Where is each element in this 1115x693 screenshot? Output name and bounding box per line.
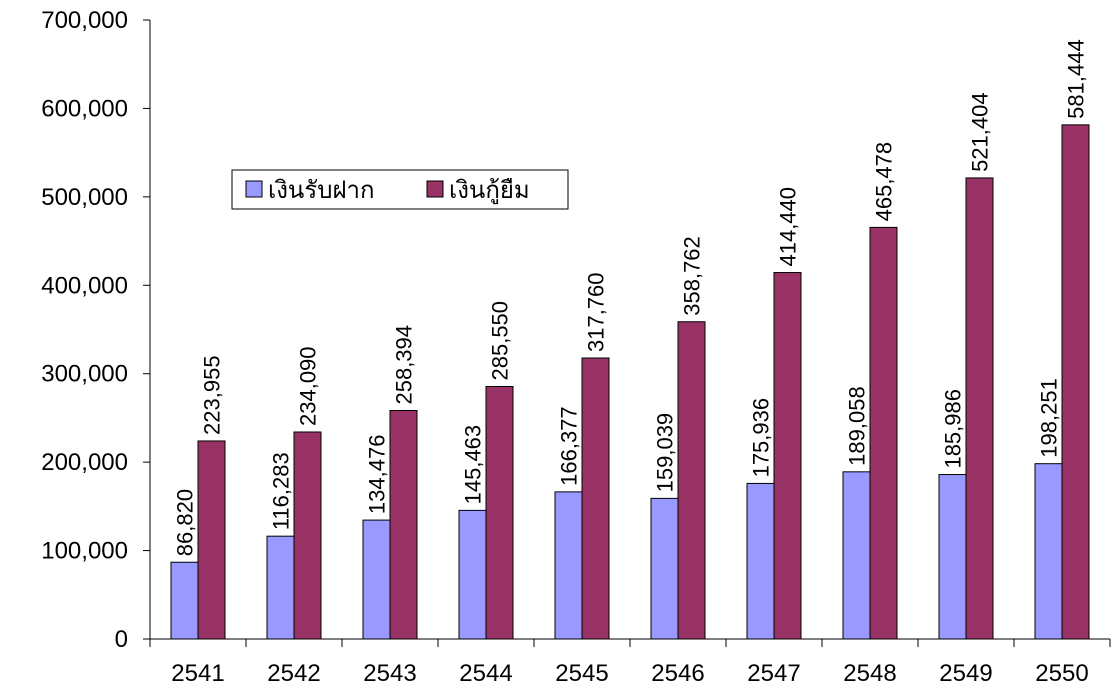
data-label: 175,936 xyxy=(749,398,774,478)
bar xyxy=(773,272,802,640)
y-tick-label: 700,000 xyxy=(41,7,128,34)
data-label: 86,820 xyxy=(173,489,198,556)
bar xyxy=(362,519,391,640)
bar xyxy=(677,321,706,640)
y-tick-label: 100,000 xyxy=(41,538,128,565)
x-tick-label: 2546 xyxy=(651,660,704,687)
bar xyxy=(554,491,583,640)
legend-swatch xyxy=(245,180,263,198)
data-label: 189,058 xyxy=(845,386,870,466)
data-label: 465,478 xyxy=(872,142,897,222)
y-tick-label: 200,000 xyxy=(41,449,128,476)
bar xyxy=(581,357,610,640)
data-label: 285,550 xyxy=(488,301,513,381)
y-tick-label: 600,000 xyxy=(41,95,128,122)
bar xyxy=(1061,124,1090,640)
bar xyxy=(965,177,994,640)
bar xyxy=(197,440,226,640)
data-label: 258,394 xyxy=(392,325,417,405)
x-tick-label: 2544 xyxy=(459,660,512,687)
x-tick-label: 2548 xyxy=(843,660,896,687)
bar xyxy=(869,226,898,640)
data-label: 414,440 xyxy=(776,187,801,267)
data-label: 145,463 xyxy=(461,425,486,505)
bar xyxy=(938,474,967,640)
x-tick-label: 2543 xyxy=(363,660,416,687)
x-tick-label: 2550 xyxy=(1035,660,1088,687)
data-label: 198,251 xyxy=(1037,378,1062,458)
data-label: 159,039 xyxy=(653,413,678,493)
data-label: 134,476 xyxy=(365,435,390,515)
bar xyxy=(293,431,322,640)
data-label: 185,986 xyxy=(941,389,966,469)
bar xyxy=(842,471,871,640)
bar xyxy=(266,535,295,640)
data-label: 358,762 xyxy=(680,236,705,316)
legend-box xyxy=(231,169,569,210)
y-tick-label: 500,000 xyxy=(41,184,128,211)
bar xyxy=(1034,463,1063,640)
data-label: 581,444 xyxy=(1064,39,1089,119)
data-label: 521,404 xyxy=(968,92,993,172)
legend-label: เงินกู้ยืม xyxy=(449,177,530,205)
bar xyxy=(170,561,199,640)
x-tick-label: 2547 xyxy=(747,660,800,687)
bar xyxy=(389,410,418,640)
x-tick-label: 2542 xyxy=(267,660,320,687)
bar xyxy=(485,385,514,640)
legend: เงินรับฝาก เงินกู้ยืม xyxy=(231,169,569,210)
bar xyxy=(650,497,679,640)
x-tick-label: 2541 xyxy=(171,660,224,687)
legend-label: เงินรับฝาก xyxy=(268,177,375,204)
data-label: 223,955 xyxy=(200,355,225,435)
data-label: 116,283 xyxy=(269,452,294,530)
data-label: 234,090 xyxy=(296,346,321,426)
y-tick-label: 0 xyxy=(115,626,128,653)
legend-swatch xyxy=(426,180,444,198)
data-label: 166,377 xyxy=(557,406,582,486)
bar xyxy=(746,482,775,640)
x-tick-label: 2549 xyxy=(939,660,992,687)
data-label: 317,760 xyxy=(584,272,609,352)
x-tick-label: 2545 xyxy=(555,660,608,687)
bar xyxy=(458,509,487,640)
y-tick-label: 400,000 xyxy=(41,272,128,299)
y-tick-label: 300,000 xyxy=(41,361,128,388)
